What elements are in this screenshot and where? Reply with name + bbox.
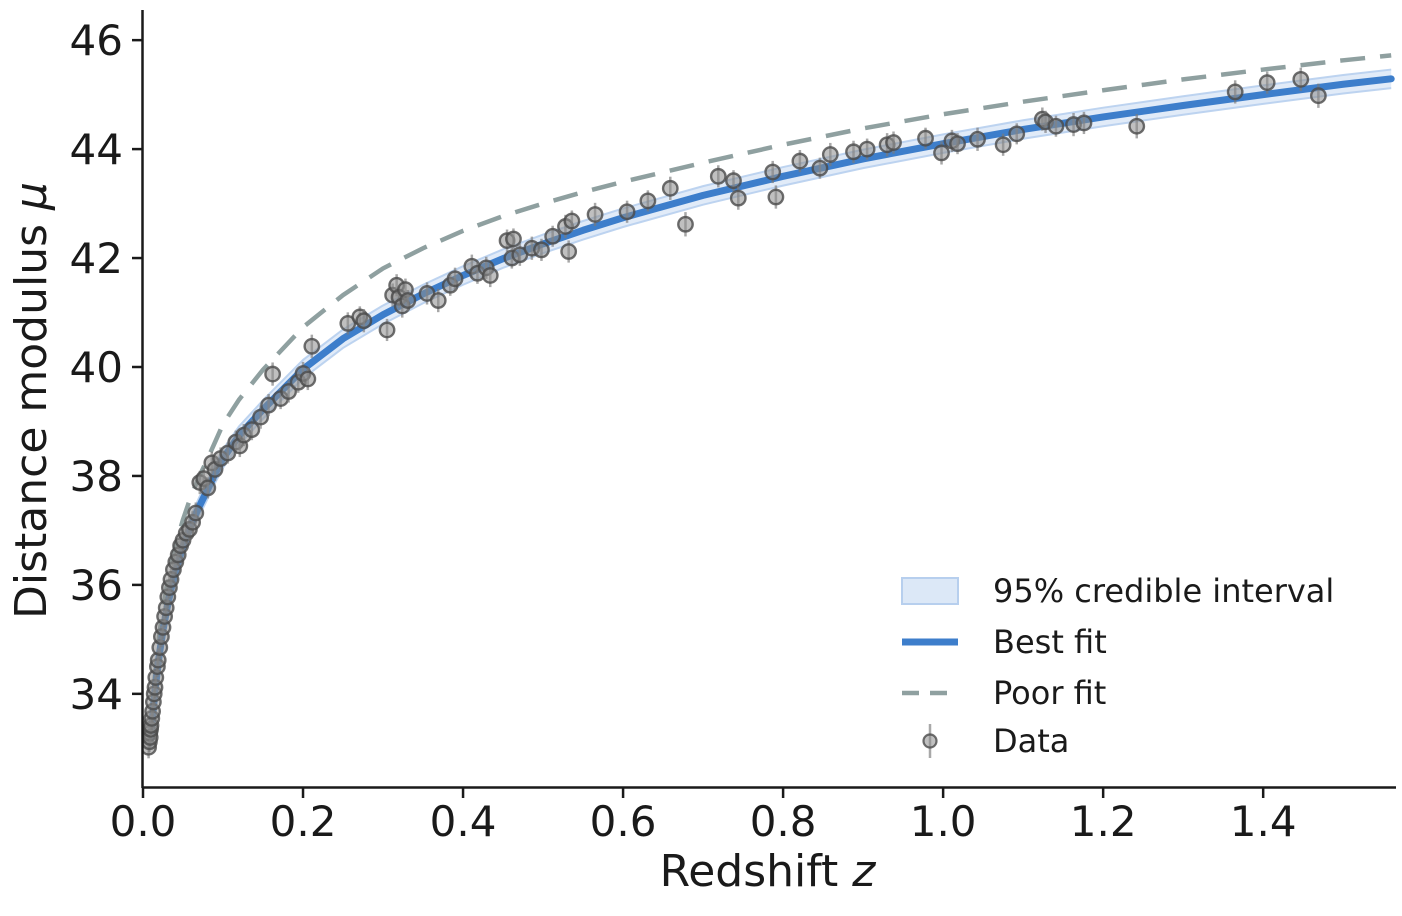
y-tick-label: 44 xyxy=(70,125,123,174)
data-point xyxy=(1258,74,1276,92)
data-point xyxy=(1075,114,1093,132)
x-tick-label: 1.4 xyxy=(1230,797,1297,846)
data-point xyxy=(639,192,657,210)
data-point xyxy=(821,146,839,163)
data-point xyxy=(481,267,499,284)
y-tick-label: 46 xyxy=(70,16,123,65)
legend-swatch-band xyxy=(901,577,959,605)
data-points-layer xyxy=(143,67,1327,759)
data-point xyxy=(729,189,747,207)
legend-label: Poor fit xyxy=(993,674,1106,712)
legend-item-95-credible-interval: 95% credible interval xyxy=(901,572,1334,610)
data-point xyxy=(1128,117,1146,135)
data-point xyxy=(709,167,727,185)
legend-label: Data xyxy=(993,722,1069,760)
y-tick-label: 34 xyxy=(70,670,123,719)
data-point xyxy=(885,134,902,151)
data-point xyxy=(725,172,742,190)
y-tick-label: 42 xyxy=(70,234,123,283)
legend-item-poor-fit: Poor fit xyxy=(902,674,1106,712)
data-point xyxy=(994,136,1012,154)
y-tick-label: 40 xyxy=(70,343,123,392)
data-point xyxy=(586,206,604,223)
legend: 95% credible interval Best fit Poor fit Dat… xyxy=(901,572,1334,760)
data-point xyxy=(399,292,417,309)
data-point xyxy=(1292,70,1310,88)
data-point xyxy=(1047,117,1065,135)
y-tick-label: 36 xyxy=(70,561,123,610)
x-axis-label: Redshift z xyxy=(660,846,877,897)
data-point xyxy=(299,370,317,388)
data-point xyxy=(677,215,694,233)
data-point xyxy=(560,243,578,260)
data-point xyxy=(764,163,782,181)
data-point xyxy=(811,159,829,177)
data-point xyxy=(303,337,321,355)
data-point xyxy=(533,241,550,259)
data-point xyxy=(544,227,562,245)
data-point xyxy=(252,408,270,426)
data-point xyxy=(767,188,785,206)
data-point xyxy=(661,179,679,197)
data-point xyxy=(791,152,809,170)
data-point xyxy=(187,504,205,522)
data-point xyxy=(917,129,934,147)
legend-label: Best fit xyxy=(993,623,1107,661)
data-point xyxy=(1309,87,1327,105)
data-point xyxy=(355,312,373,330)
x-tick-label: 0.0 xyxy=(110,797,177,846)
data-point xyxy=(243,421,261,439)
legend-item-data: Data xyxy=(922,722,1069,760)
data-point xyxy=(199,479,217,497)
x-tick-label: 0.4 xyxy=(430,797,497,846)
poor-fit-line xyxy=(148,53,1392,724)
legend-item-best-fit: Best fit xyxy=(902,623,1107,661)
x-tick-label: 1.0 xyxy=(910,797,977,846)
data-point xyxy=(845,143,862,161)
data-point xyxy=(933,144,950,162)
y-axis-label: Distance modulus μ xyxy=(6,182,57,619)
x-tick-label: 0.2 xyxy=(270,797,337,846)
data-point xyxy=(618,203,636,221)
x-tick-label: 1.2 xyxy=(1070,797,1137,846)
data-point xyxy=(563,212,581,230)
data-point xyxy=(949,135,966,153)
axes-layer: 0.0 0.2 0.4 0.6 0.8 1.0 1.2 1.4 34 36 38 40 42 44 46 Re… xyxy=(6,10,1396,897)
poor-fit-line-layer xyxy=(148,53,1392,724)
x-tick-label: 0.6 xyxy=(590,797,657,846)
data-point xyxy=(429,292,447,309)
data-point xyxy=(264,365,282,383)
legend-label: 95% credible interval xyxy=(993,572,1334,610)
y-tick-label: 38 xyxy=(70,452,123,501)
data-point xyxy=(446,270,464,288)
data-point xyxy=(505,230,522,248)
data-point xyxy=(858,140,876,158)
legend-swatch-data-point xyxy=(922,733,938,749)
x-tick-label: 0.8 xyxy=(750,797,817,846)
data-point xyxy=(1226,83,1244,101)
data-point xyxy=(1008,125,1026,143)
data-point xyxy=(378,321,396,339)
data-point xyxy=(969,130,986,148)
